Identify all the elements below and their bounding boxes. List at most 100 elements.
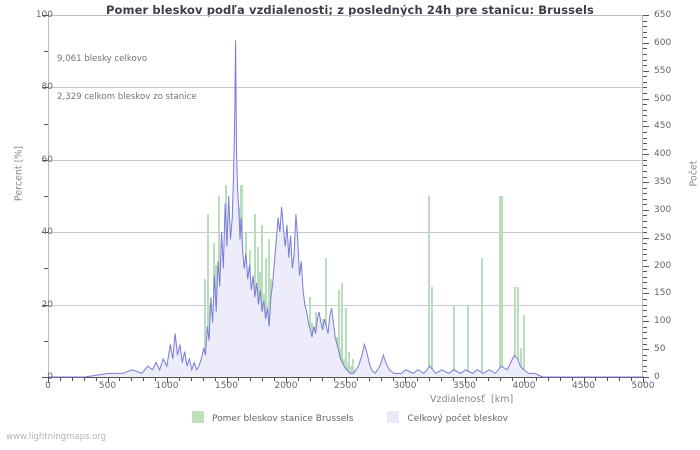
y-tick-label-right: 300 <box>654 204 672 215</box>
y-tick-right <box>643 299 647 301</box>
y-tick-right <box>643 365 647 367</box>
y-tick-right <box>643 243 647 245</box>
y-tick-label-right: 200 <box>654 260 672 271</box>
x-tick <box>178 377 180 381</box>
x-tick <box>345 377 347 383</box>
y-tick-right <box>643 360 647 362</box>
y-tick-right <box>643 321 649 323</box>
x-tick <box>440 377 442 381</box>
footer-watermark: www.lightningmaps.org <box>6 432 107 442</box>
y-tick-right <box>643 154 649 156</box>
y-axis-left-label: Percent [%] <box>13 145 25 202</box>
y-tick-label-left: 0 <box>47 372 53 382</box>
bar <box>352 358 355 377</box>
y-tick-right <box>643 215 647 217</box>
y-tick-right <box>643 131 647 133</box>
y-tick-right <box>643 92 647 94</box>
gridline-20 <box>49 304 642 306</box>
x-tick-label: 1000 <box>155 381 179 391</box>
legend-item[interactable]: Celkový počet bleskov <box>387 411 508 424</box>
bar <box>207 214 210 377</box>
x-tick <box>83 377 85 381</box>
y-tick-label-right: 250 <box>654 232 672 243</box>
x-tick <box>214 377 216 381</box>
y-tick-right <box>643 170 647 172</box>
y-tick-left <box>42 377 48 378</box>
y-tick-right <box>643 193 647 195</box>
y-tick-right <box>643 159 647 161</box>
x-tick <box>559 377 561 381</box>
x-tick <box>238 377 240 381</box>
y-tick-right <box>643 115 647 117</box>
x-tick <box>286 377 287 383</box>
y-tick-right <box>643 137 647 139</box>
x-tick <box>250 377 252 381</box>
bar <box>466 304 469 377</box>
x-tick <box>333 377 335 381</box>
x-tick <box>309 377 311 381</box>
gridline-40 <box>49 232 642 234</box>
x-tick <box>643 377 644 383</box>
x-tick-label: 4000 <box>512 381 536 391</box>
y-tick-left <box>42 159 48 161</box>
bar <box>452 304 455 377</box>
y-tick-left <box>44 123 48 125</box>
legend-swatch-area <box>387 411 400 423</box>
plot-area <box>48 15 644 378</box>
x-tick <box>428 377 430 381</box>
y-tick-label-left: 40 <box>41 227 53 238</box>
y-tick-right <box>643 70 649 72</box>
y-tick-left <box>44 196 48 197</box>
bar <box>261 224 263 377</box>
legend-item[interactable]: Pomer bleskov stanice Brussels <box>192 411 353 424</box>
x-tick <box>464 377 466 383</box>
bar <box>430 286 433 377</box>
x-tick <box>59 377 61 381</box>
y-tick-right <box>643 104 647 106</box>
area-series-celkovy-pocet-bleskov <box>49 40 644 378</box>
x-tick <box>381 377 383 381</box>
x-tick <box>583 377 585 383</box>
y-axis-right-label: Počet <box>688 160 700 187</box>
y-tick-right <box>643 176 647 178</box>
bar <box>520 348 523 377</box>
y-tick-right <box>643 349 649 351</box>
y-tick-label-right: 50 <box>654 344 666 355</box>
y-tick-label-right: 500 <box>654 93 672 104</box>
y-tick-right <box>643 310 647 312</box>
bar <box>514 286 517 377</box>
y-tick-label-left: 100 <box>35 10 53 20</box>
y-tick-right <box>643 260 647 262</box>
x-tick <box>500 377 502 381</box>
x-tick-label: 0 <box>45 381 51 391</box>
y-tick-label-right: 450 <box>654 121 672 132</box>
bar <box>203 279 206 377</box>
y-tick-right <box>643 53 647 55</box>
y-tick-right <box>643 354 647 356</box>
y-tick-right <box>643 332 647 334</box>
y-tick-right <box>643 65 647 67</box>
y-tick-right <box>643 254 647 256</box>
y-tick-label-left: 60 <box>41 154 53 165</box>
y-tick-right <box>643 126 649 128</box>
x-tick-label: 3500 <box>453 381 476 391</box>
x-tick-label: 3000 <box>393 381 417 391</box>
gridline-80 <box>49 87 642 89</box>
y-tick-right <box>643 98 649 100</box>
bar <box>348 351 351 377</box>
x-tick <box>202 377 204 381</box>
bar <box>344 308 347 377</box>
bar <box>346 362 349 377</box>
x-tick <box>167 377 168 383</box>
y-tick-right <box>643 221 647 223</box>
y-tick-right <box>643 304 647 306</box>
y-tick-right <box>643 87 647 89</box>
y-tick-right <box>643 343 647 345</box>
y-tick-left <box>44 268 48 270</box>
y-tick-label-right: 600 <box>654 37 672 48</box>
bar <box>516 286 519 377</box>
y-tick-label-right: 150 <box>654 288 672 299</box>
y-tick-left <box>42 232 48 234</box>
y-tick-right <box>643 271 647 273</box>
x-tick <box>452 377 454 381</box>
